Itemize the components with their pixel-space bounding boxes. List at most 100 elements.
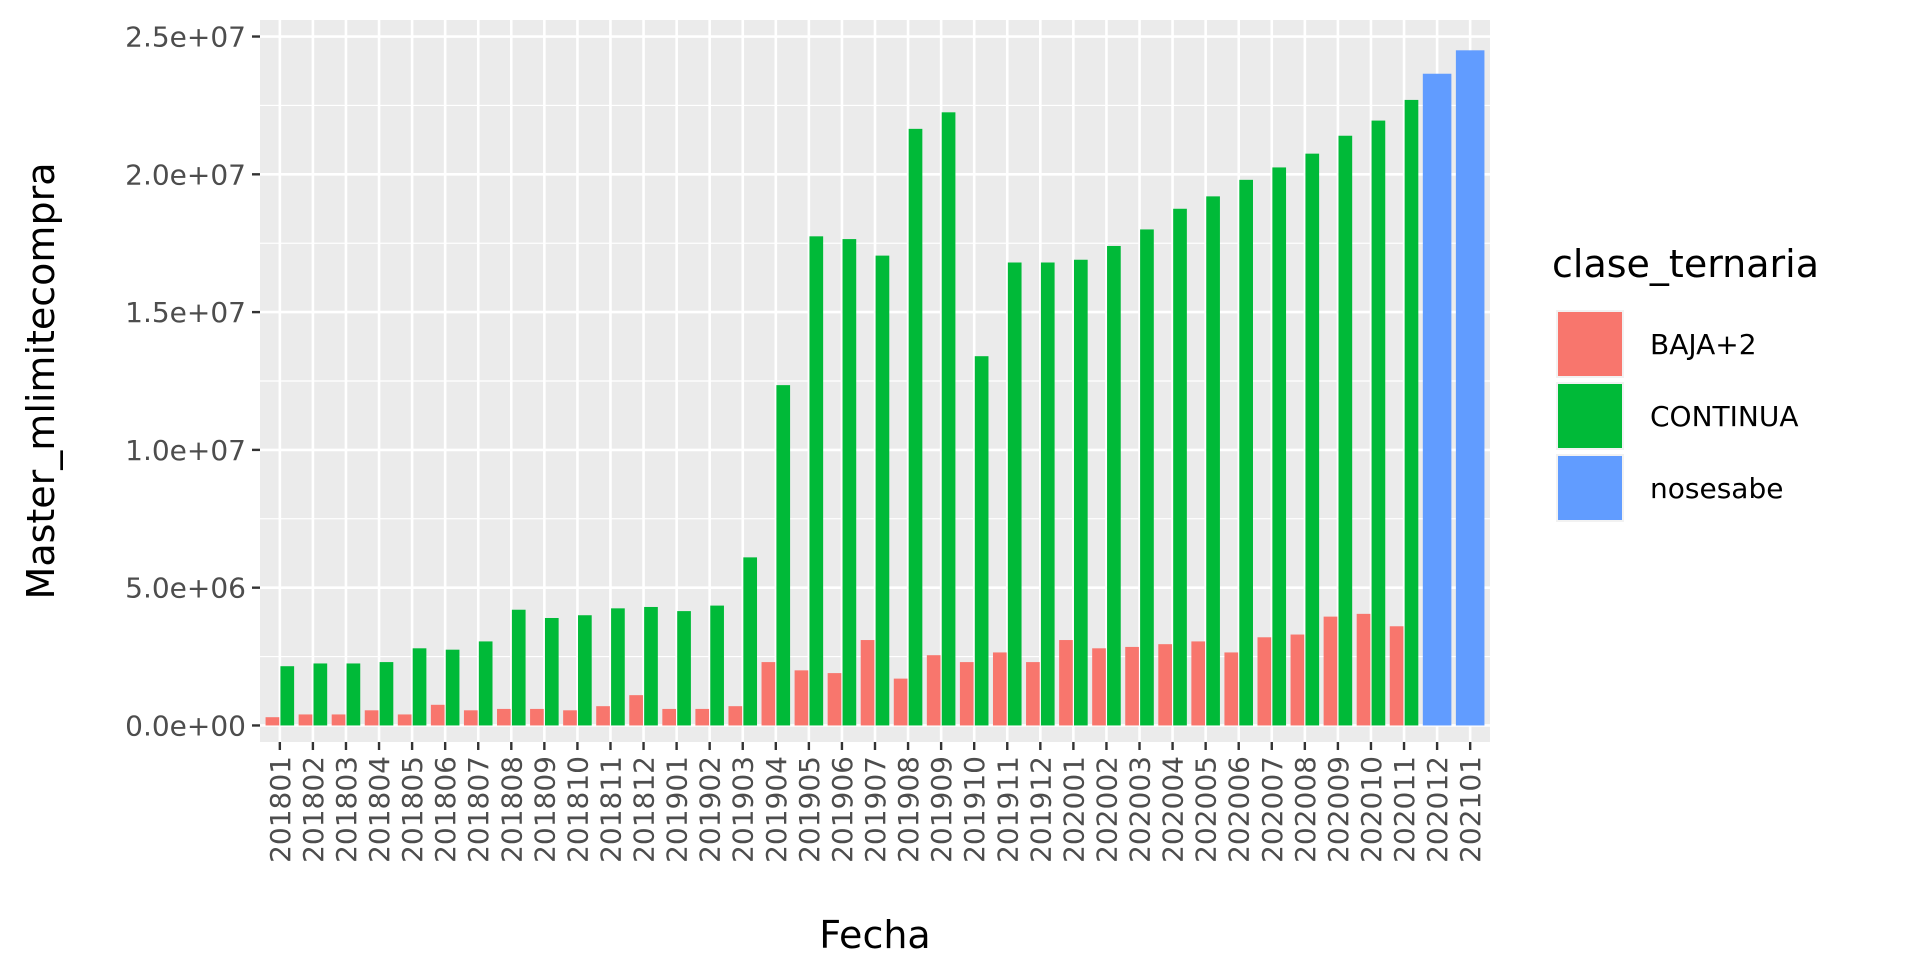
- x-tick-label: 201903: [727, 756, 760, 863]
- bar: [728, 706, 743, 726]
- x-tick-label: 201802: [297, 756, 330, 863]
- bar: [412, 648, 427, 726]
- bar: [974, 356, 989, 726]
- x-tick-label: 201909: [925, 756, 958, 863]
- bar: [842, 239, 857, 726]
- x-tick-label: 201809: [528, 756, 561, 863]
- x-tick-label: 201803: [330, 756, 363, 863]
- x-tick-label: 201812: [628, 756, 661, 863]
- y-tick-label: 5.0e+06: [125, 572, 246, 605]
- x-tick-label: 201901: [661, 756, 694, 863]
- bar: [298, 714, 313, 726]
- x-axis: 201801 201802 201803 201804 201805 201806 2018…: [264, 742, 1487, 863]
- bar: [1107, 245, 1121, 726]
- bar: [397, 714, 412, 726]
- x-tick-label: 201805: [396, 756, 429, 863]
- bar: [1040, 262, 1055, 726]
- legend-label: nosesabe: [1650, 472, 1783, 505]
- x-tick-label: 201902: [694, 756, 727, 863]
- bar: [695, 708, 710, 726]
- bar: [1059, 640, 1073, 726]
- bar: [1323, 616, 1338, 726]
- bar: [860, 640, 875, 726]
- bar: [662, 708, 677, 726]
- bar: [941, 112, 956, 726]
- bar: [1173, 208, 1187, 726]
- x-tick-label: 201811: [594, 756, 627, 863]
- major-gridlines: [260, 20, 1490, 742]
- x-tick-label: 201907: [859, 756, 892, 863]
- bar: [644, 606, 658, 726]
- bar: [478, 641, 493, 726]
- bar: [908, 128, 923, 726]
- bar: [1158, 644, 1172, 726]
- bar: [1224, 652, 1239, 726]
- bar: [1206, 196, 1220, 726]
- bars: [265, 50, 1485, 726]
- x-tick-label: 201911: [991, 756, 1024, 863]
- x-tick-label: 202003: [1124, 756, 1157, 863]
- bar: [1404, 99, 1419, 726]
- bar: [1356, 613, 1371, 726]
- bar: [544, 617, 559, 726]
- y-tick-label: 0.0e+00: [125, 709, 246, 742]
- x-tick-label: 201912: [1024, 756, 1057, 863]
- bar: [827, 673, 842, 726]
- bar: [596, 706, 610, 726]
- legend-key: [1558, 312, 1622, 376]
- bar: [611, 608, 625, 726]
- legend-label: BAJA+2: [1650, 328, 1757, 361]
- x-tick-label: 201908: [892, 756, 925, 863]
- bar: [1455, 50, 1485, 726]
- bar: [959, 662, 974, 726]
- x-tick-label: 202001: [1057, 756, 1090, 863]
- legend-title: clase_ternaria: [1552, 242, 1819, 286]
- x-tick-label: 202005: [1190, 756, 1223, 863]
- y-tick-label: 2.0e+07: [125, 158, 246, 191]
- y-tick-label: 2.5e+07: [125, 21, 246, 54]
- x-tick-label: 201806: [429, 756, 462, 863]
- bar: [893, 678, 908, 726]
- x-tick-label: 202002: [1090, 756, 1123, 863]
- bar: [629, 695, 643, 726]
- bar: [1272, 167, 1287, 726]
- bar: [430, 704, 445, 726]
- bar: [445, 649, 460, 726]
- x-tick-label: 201910: [958, 756, 991, 863]
- bar: [511, 609, 526, 726]
- bar: [1422, 73, 1452, 726]
- x-tick-label: 202012: [1421, 756, 1454, 863]
- y-axis-title: Master_mlimitecompra: [19, 163, 63, 600]
- bar: [1257, 637, 1272, 726]
- bar: [1239, 179, 1253, 726]
- bar: [497, 708, 511, 726]
- bar: [1338, 135, 1353, 726]
- x-tick-label: 202101: [1454, 756, 1487, 863]
- bar: [809, 236, 824, 726]
- bar: [331, 714, 346, 726]
- legend: clase_ternaria BAJA+2 CONTINUA nosesabe: [1552, 242, 1819, 522]
- x-tick-label: 201804: [363, 756, 396, 863]
- x-tick-label: 201904: [760, 756, 793, 863]
- bar: [1290, 634, 1305, 726]
- bar: [563, 710, 577, 726]
- bar: [364, 710, 379, 726]
- legend-key: [1558, 384, 1622, 448]
- bar: [794, 670, 809, 726]
- bar: [677, 611, 691, 726]
- x-tick-label: 202006: [1223, 756, 1256, 863]
- legend-label: CONTINUA: [1650, 400, 1799, 433]
- legend-key: [1558, 456, 1622, 520]
- bar: [1073, 259, 1088, 726]
- x-tick-label: 201808: [495, 756, 528, 863]
- bar: [265, 717, 280, 726]
- bar: [530, 708, 544, 726]
- bar: [1305, 153, 1320, 726]
- bar: [1140, 229, 1154, 726]
- bar: [346, 663, 361, 726]
- bar: [1191, 641, 1206, 726]
- bar: [1371, 120, 1386, 726]
- y-tick-label: 1.0e+07: [125, 434, 246, 467]
- x-tick-label: 202009: [1322, 756, 1355, 863]
